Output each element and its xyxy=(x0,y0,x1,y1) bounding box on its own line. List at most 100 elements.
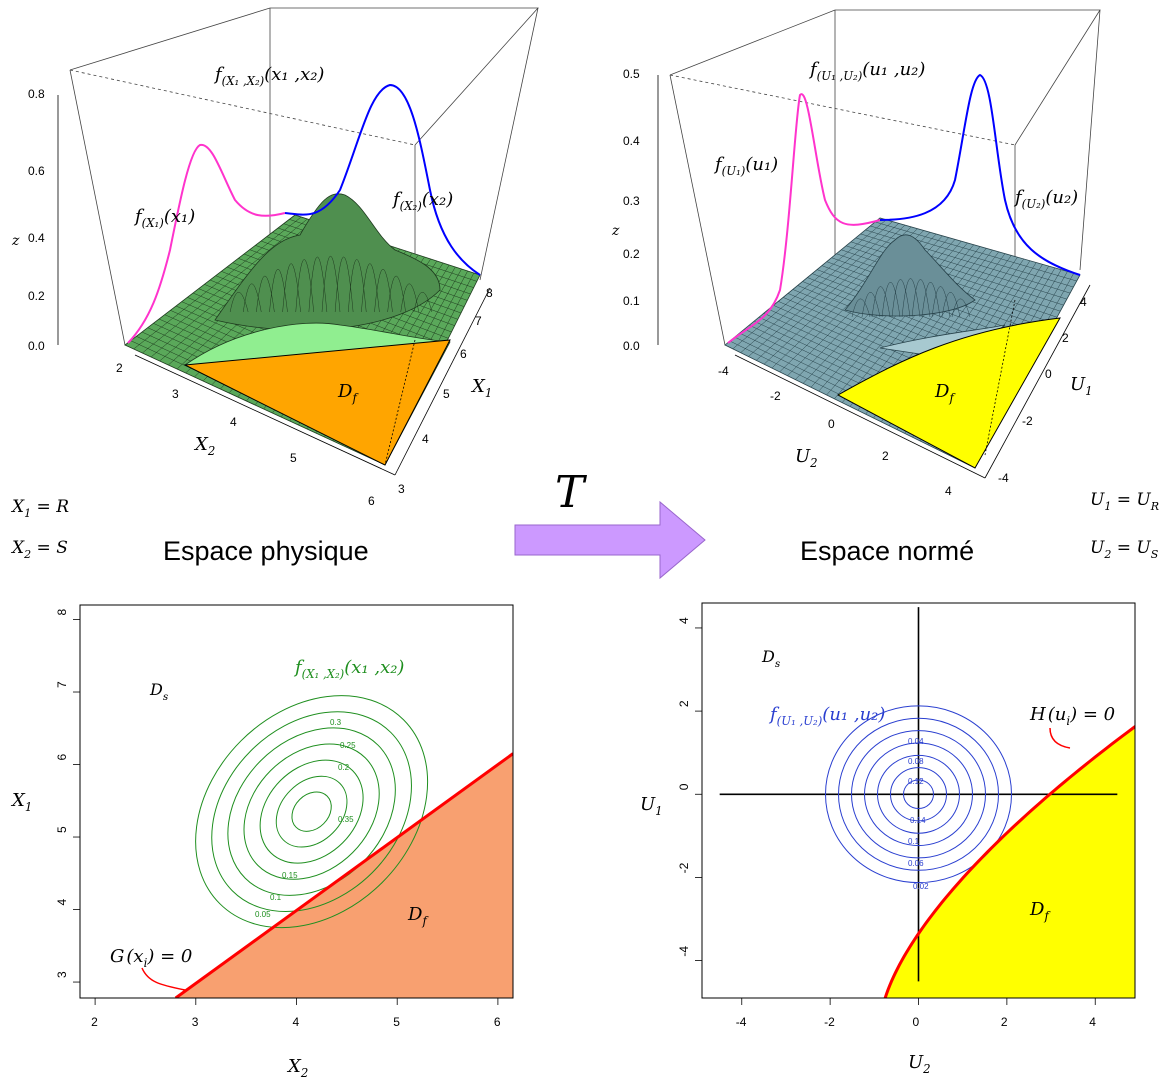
x1-tick: 7 xyxy=(475,314,482,328)
z-axis-label: z xyxy=(611,223,620,239)
y-tick-label: 5 xyxy=(55,826,69,833)
transform-arrow: T xyxy=(514,467,706,580)
x2-tick: 3 xyxy=(172,387,179,401)
limit-state-label: G (xi) = 0 xyxy=(110,946,192,970)
y-axis-label: X1 xyxy=(10,790,32,814)
contour-label: 0.04 xyxy=(908,737,924,746)
x-tick-label: 2 xyxy=(91,1015,98,1029)
u2-tick: 0 xyxy=(828,417,835,431)
contour-line xyxy=(838,717,999,871)
u1-tick: 0 xyxy=(1045,367,1052,381)
marginal-u1-label: f(U₁)(u₁) xyxy=(713,154,778,178)
mesh-line xyxy=(871,286,891,318)
x2-tick: 6 xyxy=(368,494,375,508)
z-tick: 0.6 xyxy=(28,164,45,178)
failure-domain-2d xyxy=(885,726,1135,998)
contour-label: 0.14 xyxy=(910,816,926,825)
density-label: f(X₁ ,X₂)(x₁ ,x₂) xyxy=(293,657,404,681)
contour-line xyxy=(890,767,947,822)
marginal-x2-curve xyxy=(284,83,481,276)
marginal-x1-label: f(X₁)(x₁) xyxy=(133,206,195,230)
box-vertical-edges xyxy=(669,9,1101,346)
mesh-line xyxy=(951,298,971,318)
x-axis-label: U2 xyxy=(908,1052,931,1076)
density-label: f(U₁ ,U₂)(u₁ ,u₂) xyxy=(808,59,925,83)
contour-label: 0.25 xyxy=(340,741,356,750)
z-tick: 0.8 xyxy=(28,87,45,101)
safe-domain-label: Ds xyxy=(761,647,780,670)
contour-line xyxy=(825,705,1012,884)
contour-label: 0.05 xyxy=(255,910,271,919)
z-tick: 0.2 xyxy=(28,289,45,303)
x2-tick: 4 xyxy=(230,415,237,429)
x-tick-label: 6 xyxy=(494,1015,501,1029)
marginal-u2-label: f(U₂)(u₂) xyxy=(1013,187,1078,211)
safe-domain-label: Ds xyxy=(149,680,168,703)
y-tick-label: 0 xyxy=(677,783,691,790)
contour-line xyxy=(259,759,364,864)
contour-label: 0.2 xyxy=(338,763,350,772)
contour-line xyxy=(275,775,348,848)
mesh-line xyxy=(229,291,249,313)
definition-u2: U2 = US xyxy=(1090,538,1159,561)
z-tick: 0.5 xyxy=(623,67,640,81)
x-tick-label: 3 xyxy=(192,1015,199,1029)
failure-edge xyxy=(384,339,416,466)
title-espace-norme: Espace normé xyxy=(800,536,974,566)
x1-ticks: 3 4 5 6 7 8 xyxy=(398,286,493,496)
arrow-label: T xyxy=(555,467,588,518)
y-tick-label: -4 xyxy=(677,946,691,957)
y-tick-label: 4 xyxy=(677,617,691,624)
contour-label: 0.1 xyxy=(908,837,920,846)
u1-tick: -4 xyxy=(998,471,1009,485)
definitions-left: X1 = R X2 = S xyxy=(10,497,69,561)
y-tick-label: 2 xyxy=(677,700,691,707)
y-tick-label: 7 xyxy=(55,681,69,688)
u1-tick: 4 xyxy=(1080,295,1087,309)
u2-tick: 2 xyxy=(882,449,889,463)
mesh-line xyxy=(361,263,380,313)
x-tick-label: 5 xyxy=(393,1015,400,1029)
z-tick: 0.2 xyxy=(623,247,640,261)
contour-label: 0.15 xyxy=(282,871,298,880)
mesh-line xyxy=(931,286,951,318)
contour-line xyxy=(877,754,960,834)
x1-tick: 6 xyxy=(460,347,467,361)
y-axis-label: U1 xyxy=(640,794,663,818)
contour-line xyxy=(243,743,380,880)
mesh-line xyxy=(921,281,941,318)
z-ticks: 0.0 0.1 0.2 0.3 0.4 0.5 xyxy=(623,67,640,353)
failure-domain-3d xyxy=(183,339,451,466)
marginal-u2-curve xyxy=(879,73,1081,276)
z-tick: 0.4 xyxy=(623,134,640,148)
x1-axis xyxy=(394,287,491,476)
definition-x2: X2 = S xyxy=(10,538,68,561)
z-axis-label: z xyxy=(11,233,20,249)
cut-region xyxy=(879,324,1006,361)
u2-axis-label: U2 xyxy=(795,446,818,470)
arrow-shape xyxy=(514,500,706,580)
y-tick-label: 8 xyxy=(55,609,69,616)
x1-axis-label: X1 xyxy=(470,376,492,400)
mesh-line xyxy=(875,221,1077,282)
x-tick-label: -4 xyxy=(736,1015,747,1029)
x1-tick: 5 xyxy=(443,387,450,401)
title-espace-physique: Espace physique xyxy=(163,536,369,566)
contour-line xyxy=(211,711,412,913)
u2-tick: 4 xyxy=(945,484,952,498)
contour-label: 0.06 xyxy=(908,859,924,868)
contour-label: 0.3 xyxy=(330,718,342,727)
axes: -4 -2 0 2 4 -4 -2 0 2 4 xyxy=(677,617,1096,1029)
x-tick-label: 4 xyxy=(293,1015,300,1029)
definitions-right: U1 = UR U2 = US xyxy=(1090,490,1159,561)
x-tick-label: -2 xyxy=(824,1015,835,1029)
density-contours: 0.05 0.1 0.15 0.2 0.25 0.3 0.35 xyxy=(195,695,429,929)
mesh-line xyxy=(881,281,901,318)
u2-ticks: -4 -2 0 2 4 xyxy=(718,364,952,498)
definition-u1: U1 = UR xyxy=(1090,490,1159,513)
hump-mesh xyxy=(851,278,971,318)
u2-tick: -2 xyxy=(770,389,781,403)
box-vertical-edges xyxy=(69,7,539,346)
contour-line xyxy=(851,730,986,859)
contour-label: 0.02 xyxy=(913,882,929,891)
